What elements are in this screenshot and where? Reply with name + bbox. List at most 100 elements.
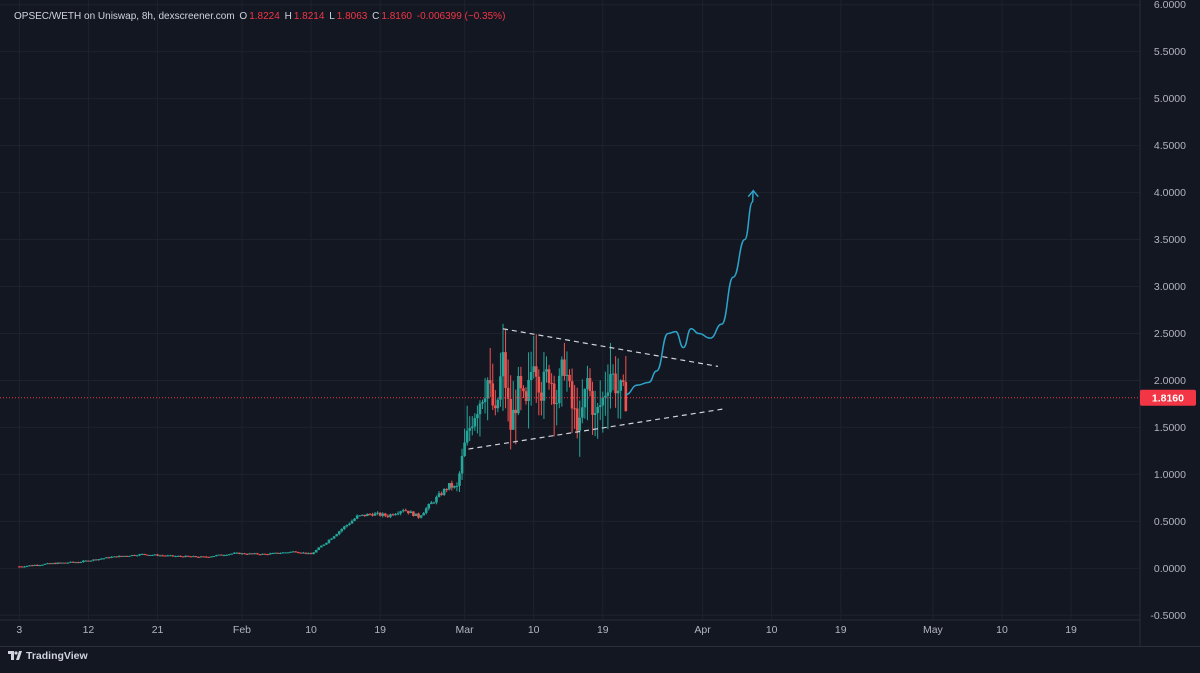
candle-body [82, 560, 85, 563]
candle-body [547, 369, 551, 383]
candle-body [309, 553, 313, 555]
candle-body [245, 553, 249, 555]
trendline-lower [468, 408, 726, 450]
candle-body [307, 553, 310, 555]
candle-body [176, 555, 180, 557]
candle-body [197, 556, 200, 558]
candle-body [133, 555, 136, 557]
candle-body [557, 375, 561, 404]
candle-body [540, 392, 543, 401]
candle-body [399, 511, 402, 514]
candle-body [266, 554, 269, 556]
symbol-title: OPSEC/WETH on Uniswap, 8h, dexscreener.c… [14, 11, 235, 22]
y-tick-label: 5.5000 [1154, 46, 1186, 58]
candle-body [312, 552, 315, 555]
symbol-header: OPSEC/WETH on Uniswap, 8h, dexscreener.c… [14, 11, 507, 22]
candle-body [184, 555, 187, 558]
y-tick-label: 2.5000 [1154, 328, 1186, 340]
candle-body [250, 553, 254, 555]
candle-body [412, 511, 415, 516]
candle-body [107, 557, 111, 559]
candle-body [233, 552, 236, 554]
candle-body [273, 552, 277, 554]
candle-body [504, 352, 507, 388]
candle-body [499, 376, 502, 400]
candle-body [207, 556, 211, 558]
candle-body [458, 473, 461, 486]
y-tick-label: 1.5000 [1154, 422, 1186, 434]
candle-body [258, 554, 262, 556]
candle-body [38, 565, 42, 567]
candle-body [389, 514, 392, 517]
x-tick-label: 10 [528, 624, 540, 636]
candle-body [174, 556, 177, 558]
candle-body [501, 352, 505, 377]
candle-body [621, 380, 625, 382]
y-tick-label: 6.0000 [1154, 0, 1186, 11]
x-tick-label: 19 [835, 624, 847, 636]
candle-body [209, 556, 213, 558]
candle-body [573, 408, 576, 410]
candle-body [199, 556, 203, 558]
candle-body [58, 562, 62, 564]
candle-body [586, 378, 589, 390]
candle-body [41, 564, 44, 566]
candle-body [271, 553, 274, 555]
y-tick-label: 4.5000 [1154, 140, 1186, 152]
candle-body [340, 528, 344, 532]
candle-body [289, 551, 292, 553]
ohlc-close-key: C [372, 11, 380, 22]
candle-body [348, 523, 351, 525]
candle-body [366, 513, 369, 517]
candle-body [217, 554, 221, 556]
candle-body [202, 556, 205, 558]
candle-body [614, 373, 617, 394]
candle-body [350, 520, 354, 524]
candle-body [581, 407, 584, 418]
candle-body [542, 371, 546, 401]
x-tick-label: 19 [374, 624, 386, 636]
candle-body [322, 544, 326, 546]
candle-body [158, 555, 162, 557]
candle-body [478, 403, 482, 415]
candle-body [360, 514, 364, 516]
candle-body [194, 556, 198, 558]
projection-arrowhead [747, 189, 759, 198]
candle-body [529, 371, 533, 380]
candle-body [401, 510, 405, 512]
candle-body [463, 442, 466, 456]
candle-body [51, 563, 54, 565]
candle-body [596, 406, 599, 414]
candle-body [591, 391, 594, 415]
candle-body [163, 555, 167, 557]
candle-body [261, 553, 264, 555]
candle-body [204, 556, 208, 558]
candle-body [317, 547, 321, 550]
ohlc-open-key: O [239, 11, 248, 22]
candle-body [552, 383, 556, 405]
candle-body [427, 504, 431, 509]
x-tick-label: 19 [597, 624, 609, 636]
candle-body [550, 382, 553, 384]
candle-body [97, 559, 100, 561]
candle-body [102, 558, 106, 560]
candle-body [286, 552, 290, 554]
candle-body [296, 552, 300, 554]
candle-body [169, 555, 172, 557]
candle-body [378, 512, 382, 516]
candle-body [299, 552, 303, 554]
candle-body [394, 514, 397, 516]
tradingview-brand[interactable]: TradingView [8, 650, 88, 662]
x-tick-label: Apr [694, 624, 711, 636]
candle-body [476, 414, 479, 419]
candle-body [409, 511, 413, 514]
candle-body [43, 563, 47, 565]
candle-body [453, 486, 456, 488]
candle-body [291, 551, 295, 553]
y-tick-label: 5.0000 [1154, 93, 1186, 105]
candle-body [330, 538, 333, 540]
candle-body [440, 493, 443, 495]
candle-body [161, 555, 164, 557]
